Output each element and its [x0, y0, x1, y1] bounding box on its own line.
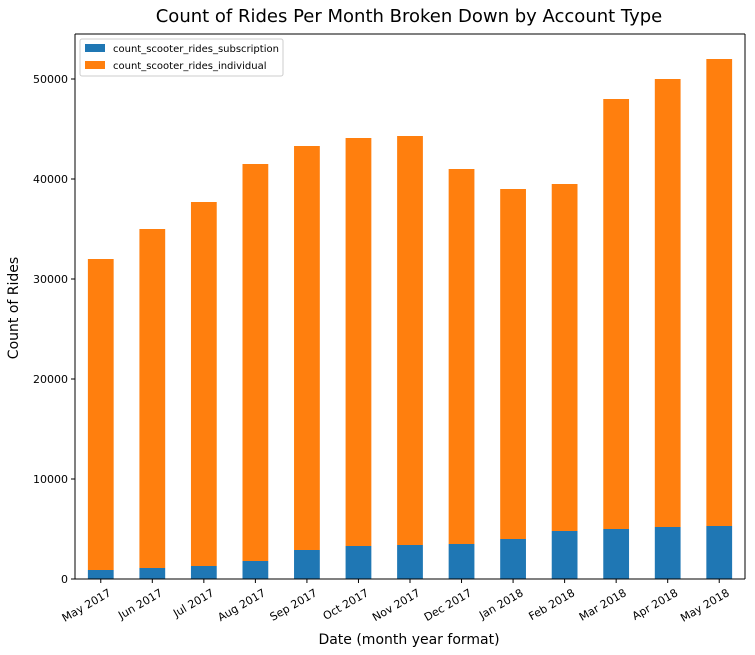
legend-label-subscription: count_scooter_rides_subscription [113, 44, 279, 55]
x-tick-label: Jun 2017 [115, 586, 165, 622]
bar-subscription-mar-2018 [603, 529, 630, 579]
bar-individual-nov-2017 [397, 136, 423, 545]
x-tick-label: May 2017 [60, 586, 113, 624]
x-tick-label: Dec 2017 [422, 586, 474, 624]
bar-subscription-jul-2017 [190, 566, 217, 579]
x-tick-label: Apr 2018 [630, 586, 680, 623]
bar-individual-jan-2018 [500, 189, 526, 539]
bar-subscription-may-2018 [706, 526, 733, 579]
y-tick-label: 50000 [33, 73, 68, 86]
bar-individual-jun-2017 [139, 229, 166, 568]
legend-swatch-individual [85, 61, 105, 69]
legend: count_scooter_rides_subscription count_s… [79, 38, 284, 77]
bars-layer [87, 59, 733, 579]
y-tick-label: 10000 [33, 473, 68, 486]
legend-label-individual: count_scooter_rides_individual [113, 61, 266, 72]
bar-subscription-sep-2017 [294, 550, 320, 579]
y-tick-label: 40000 [33, 173, 68, 186]
x-tick-label: Jul 2017 [170, 586, 216, 620]
bar-individual-may-2017 [87, 259, 114, 570]
x-tick-label: May 2018 [678, 586, 731, 624]
bar-individual-mar-2018 [603, 99, 630, 529]
bar-subscription-jan-2018 [500, 539, 526, 579]
chart-title: Count of Rides Per Month Broken Down by … [156, 6, 663, 27]
y-axis-ticks: 0 10000 20000 30000 40000 50000 [33, 73, 75, 586]
bar-subscription-jun-2017 [139, 568, 166, 579]
bar-individual-may-2018 [706, 59, 733, 526]
bar-subscription-apr-2018 [654, 527, 681, 579]
bar-individual-jul-2017 [190, 202, 217, 566]
x-tick-label: Nov 2017 [370, 586, 422, 624]
y-tick-label: 0 [61, 573, 68, 586]
bar-subscription-aug-2017 [242, 561, 269, 579]
bar-individual-apr-2018 [654, 79, 681, 527]
bar-individual-oct-2017 [345, 138, 372, 546]
x-tick-label: Aug 2017 [215, 586, 267, 624]
bar-individual-feb-2018 [551, 184, 578, 531]
bar-subscription-oct-2017 [345, 546, 372, 579]
y-tick-label: 20000 [33, 373, 68, 386]
x-tick-label: Mar 2018 [577, 586, 629, 623]
x-tick-label: Oct 2017 [321, 586, 371, 623]
bar-individual-dec-2017 [448, 169, 475, 544]
x-tick-label: Feb 2018 [526, 586, 577, 623]
legend-box [79, 38, 284, 77]
x-tick-label: Jan 2018 [476, 586, 525, 622]
y-tick-label: 30000 [33, 273, 68, 286]
bar-individual-sep-2017 [294, 146, 320, 550]
bar-individual-aug-2017 [242, 164, 269, 561]
x-axis-ticks: May 2017 Jun 2017 Jul 2017 Aug 2017 Sep 2017… [60, 579, 732, 625]
x-tick-label: Sep 2017 [268, 586, 320, 623]
bar-subscription-dec-2017 [448, 544, 475, 579]
x-axis-title: Date (month year format) [318, 632, 499, 648]
legend-swatch-subscription [85, 44, 105, 52]
bar-subscription-feb-2018 [551, 531, 578, 579]
axes-frame [74, 33, 746, 580]
bar-subscription-may-2017 [87, 570, 114, 579]
bar-subscription-nov-2017 [397, 545, 423, 579]
y-axis-title: Count of Rides [6, 257, 22, 359]
